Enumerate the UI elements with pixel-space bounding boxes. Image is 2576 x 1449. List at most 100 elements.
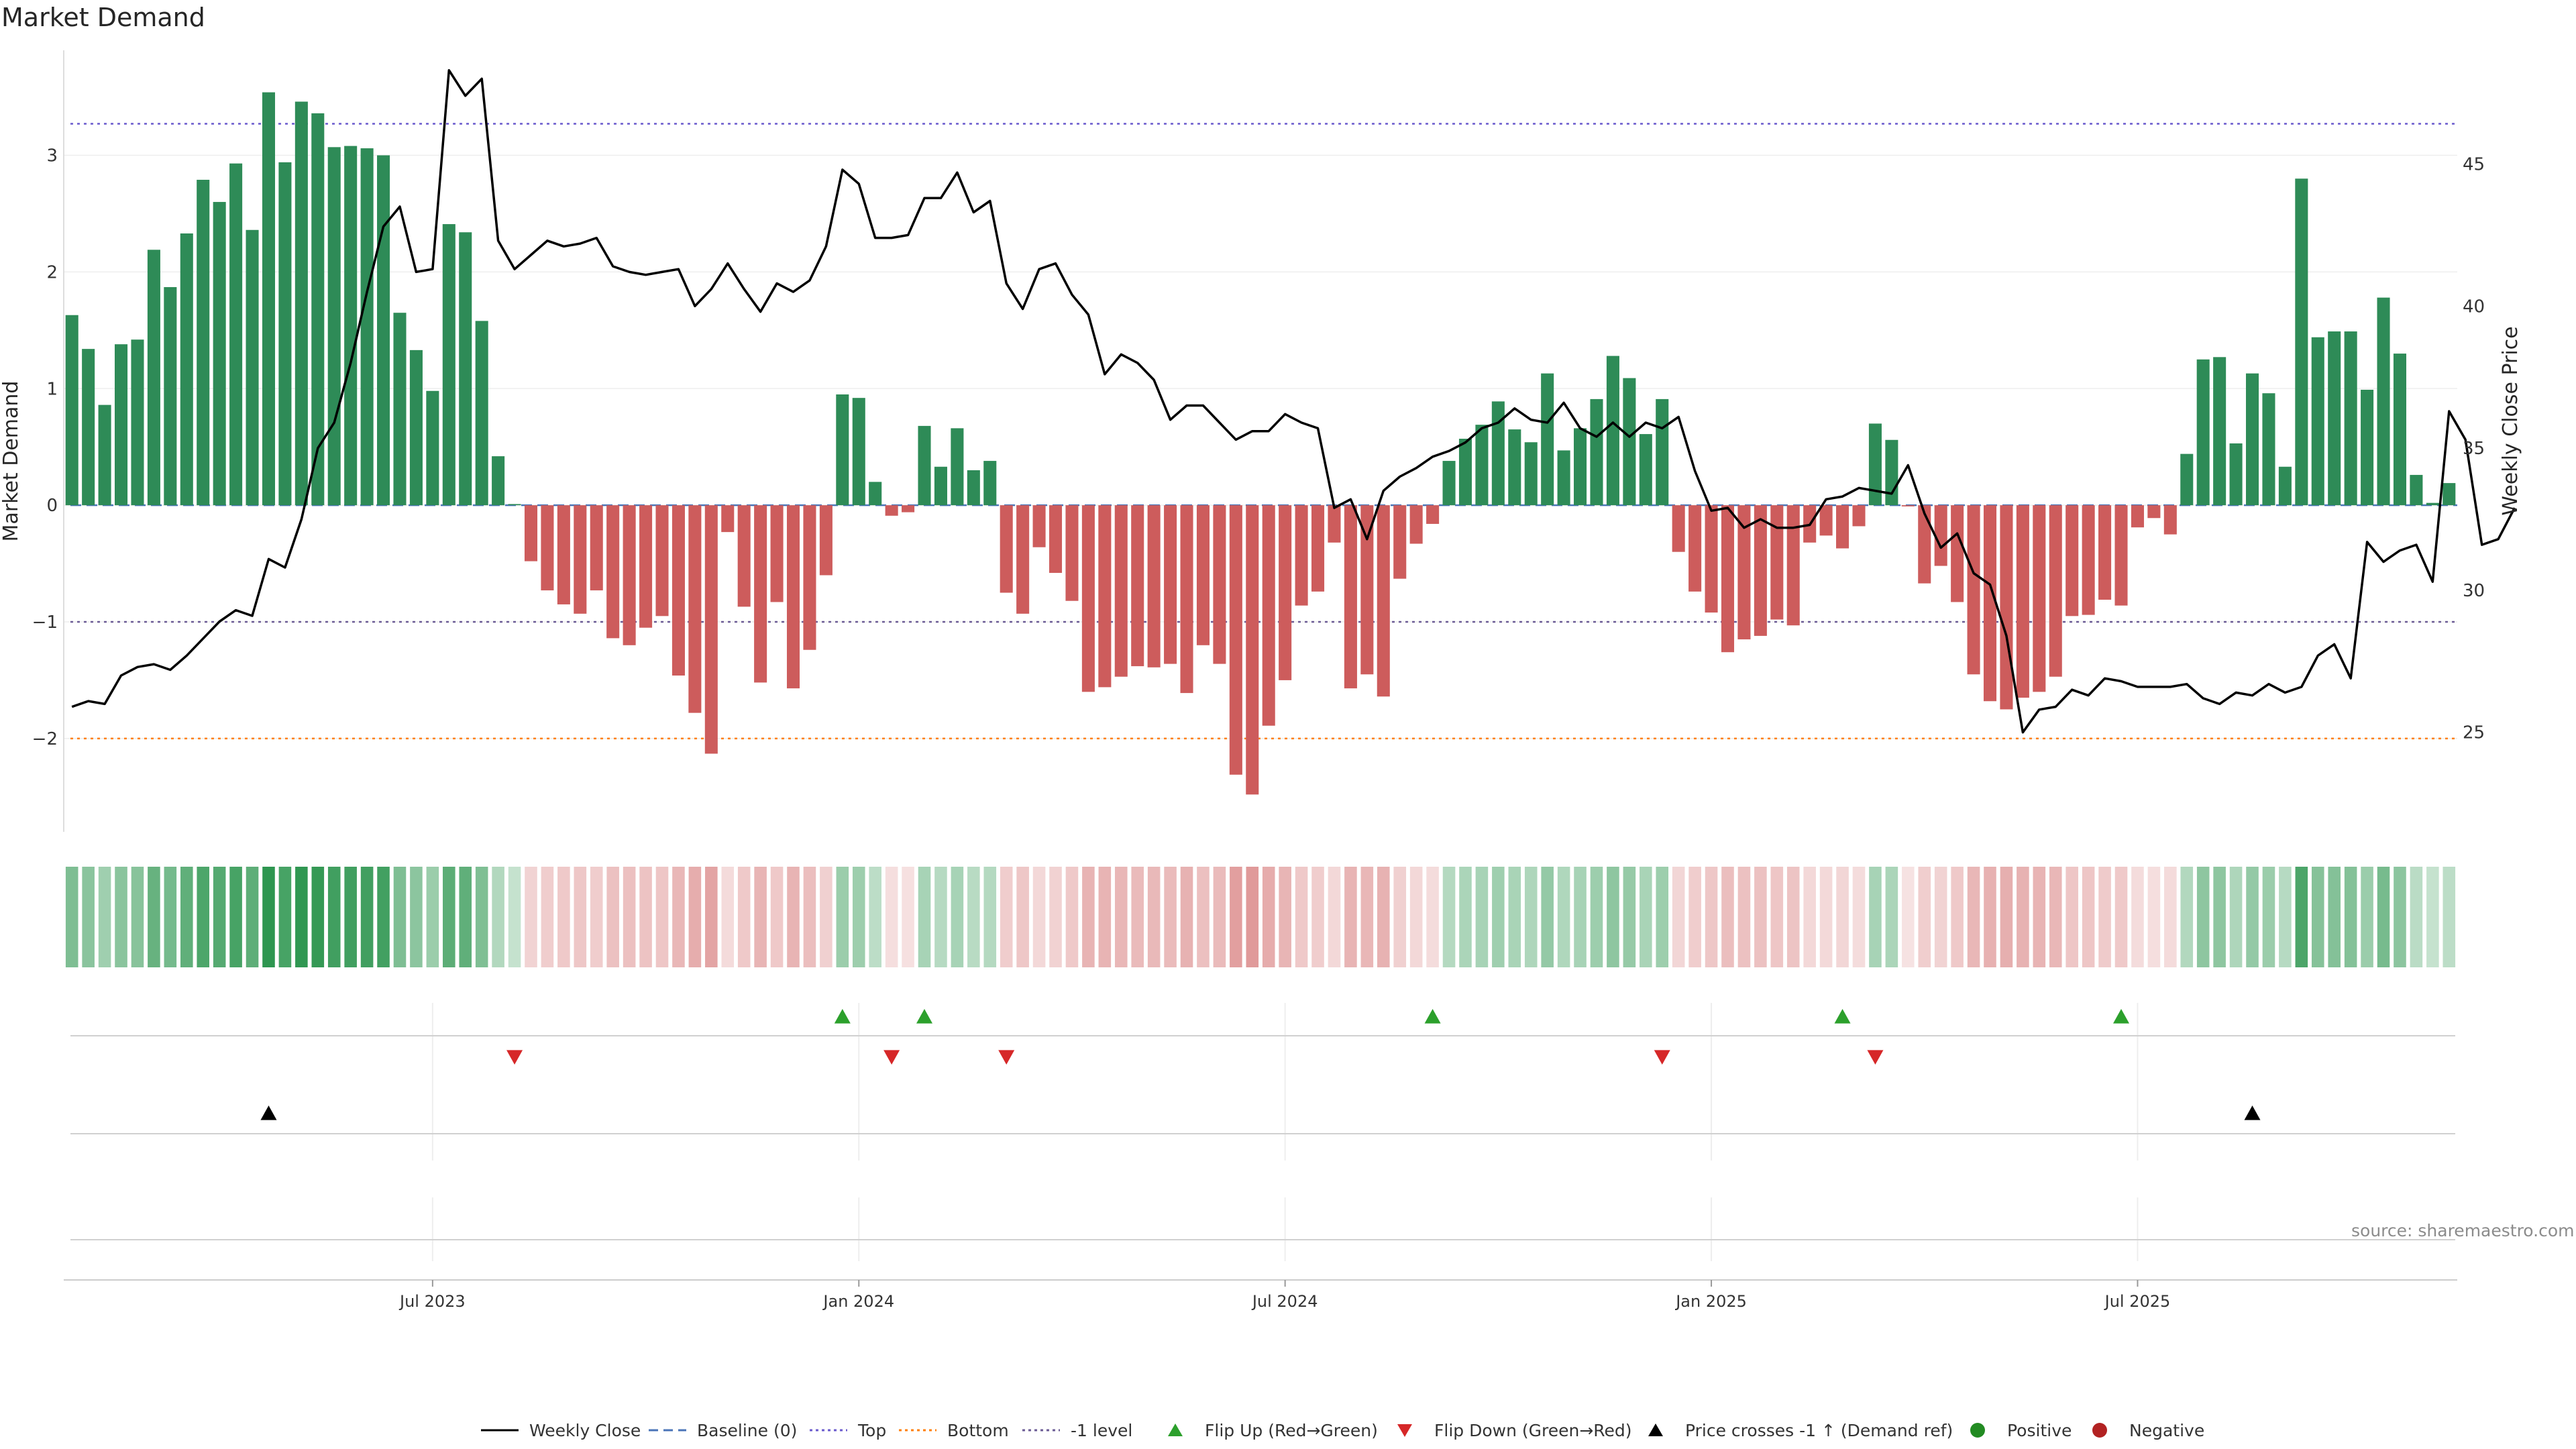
demand-heat-strip <box>65 867 2456 967</box>
heat-strip-cell <box>2361 867 2373 967</box>
heat-strip-cell <box>1688 867 1701 967</box>
demand-bar <box>1131 505 1144 667</box>
demand-bar <box>327 147 341 506</box>
right-tick-label: 40 <box>2463 297 2485 317</box>
demand-bar <box>1574 428 1587 506</box>
demand-bar <box>721 505 735 533</box>
heat-strip-cell <box>2311 867 2324 967</box>
left-tick-label: 1 <box>46 379 58 399</box>
demand-bar <box>311 113 325 506</box>
heat-strip-cell <box>672 867 685 967</box>
heat-strip-cell <box>2394 867 2406 967</box>
demand-bar <box>902 505 915 513</box>
demand-bar <box>1918 505 1931 584</box>
demand-bar <box>1000 505 1013 593</box>
demand-bar <box>2065 505 2079 616</box>
heat-strip-cell <box>737 867 751 967</box>
heat-strip-cell <box>606 867 619 967</box>
heat-strip-cell <box>180 867 193 967</box>
demand-bar <box>2344 331 2357 506</box>
demand-bar <box>688 505 702 713</box>
heat-strip-cell <box>623 867 636 967</box>
axes: 3 2 1 0 −1 −2 45 40 35 30 25 Market Demand Weekly Cl… <box>0 50 2522 1311</box>
heat-strip-cell <box>1213 867 1226 967</box>
demand-bar <box>2278 466 2292 506</box>
heat-strip-cell <box>1311 867 1324 967</box>
heat-strip-cell <box>1623 867 1636 967</box>
demand-bar <box>1557 450 1570 506</box>
heat-strip-cell <box>1197 867 1210 967</box>
flip-down-marker <box>998 1050 1015 1065</box>
heat-strip-cell <box>1786 867 1800 967</box>
heat-strip-cell <box>934 867 947 967</box>
demand-bar <box>1229 505 1242 775</box>
flip-up-marker <box>834 1009 851 1024</box>
demand-bar <box>360 148 374 506</box>
demand-bar <box>393 313 407 506</box>
legend-label: Flip Down (Green→Red) <box>1434 1420 1632 1440</box>
demand-bar <box>623 505 636 645</box>
circle-red-icon <box>2092 1423 2107 1438</box>
chart-title: Market Demand <box>1 3 205 32</box>
demand-bar <box>246 229 259 506</box>
heat-strip-cell <box>951 867 964 967</box>
demand-bar <box>1951 505 1964 602</box>
x-tick-label: Jul 2025 <box>2104 1292 2171 1311</box>
demand-bar <box>1770 505 1784 620</box>
demand-bar <box>1279 505 1292 680</box>
demand-bar <box>951 428 964 506</box>
legend-label: Weekly Close <box>529 1420 641 1440</box>
demand-bar <box>2033 505 2046 692</box>
demand-bar <box>2377 297 2390 506</box>
demand-bar <box>2213 357 2226 506</box>
demand-bar <box>819 505 833 576</box>
x-tick-label: Jan 2024 <box>822 1292 894 1311</box>
heat-strip-cell <box>1328 867 1341 967</box>
heat-strip-cell <box>557 867 570 967</box>
left-tick-label: −1 <box>32 612 58 633</box>
demand-bar <box>131 339 144 506</box>
demand-bar <box>508 504 521 506</box>
demand-bar <box>492 456 505 506</box>
demand-bar <box>1934 505 1947 566</box>
flip-up-marker <box>1834 1009 1851 1024</box>
right-tick-label: 25 <box>2463 723 2485 743</box>
heat-strip-cell <box>885 867 898 967</box>
heat-strip-cell <box>1902 867 1915 967</box>
demand-bar <box>606 505 620 639</box>
demand-bar <box>180 233 193 506</box>
legend-label: Price crosses -1 ↑ (Demand ref) <box>1685 1420 1953 1440</box>
demand-bar <box>1246 505 1259 795</box>
heat-strip-cell <box>869 867 881 967</box>
heat-strip-cell <box>2000 867 2013 967</box>
demand-bar <box>1836 505 1849 549</box>
heat-strip-cell <box>213 867 226 967</box>
heat-strip-cell <box>770 867 784 967</box>
legend-item: Flip Up (Red→Green) <box>1155 1417 1378 1444</box>
heat-strip-cell <box>2017 867 2029 967</box>
demand-bar <box>1016 505 1030 614</box>
legend-label: Positive <box>2007 1420 2072 1440</box>
demand-bar <box>65 315 78 506</box>
demand-bar <box>98 405 111 506</box>
heat-strip-cell <box>443 867 455 967</box>
heat-strip-cell <box>820 867 833 967</box>
right-tick-label: 30 <box>2463 581 2485 601</box>
heat-strip-cell <box>2131 867 2144 967</box>
heat-strip-cell <box>1574 867 1587 967</box>
solid-line-icon <box>481 1429 519 1432</box>
right-tick-label: 45 <box>2463 154 2485 174</box>
heat-strip-cell <box>852 867 865 967</box>
legend-item: -1 level <box>1021 1417 1132 1444</box>
heat-strip-cell <box>2295 867 2308 967</box>
heat-strip-cell <box>1951 867 1964 967</box>
demand-bar <box>983 461 997 506</box>
demand-bar <box>229 163 243 506</box>
demand-bar <box>1295 505 1308 606</box>
demand-bar <box>2196 359 2210 506</box>
legend-item: Price crosses -1 ↑ (Demand ref) <box>1635 1417 1953 1444</box>
heat-strip-cell <box>229 867 242 967</box>
demand-bar <box>1983 505 1997 702</box>
heat-strip-cell <box>525 867 537 967</box>
heat-strip-cell <box>492 867 504 967</box>
